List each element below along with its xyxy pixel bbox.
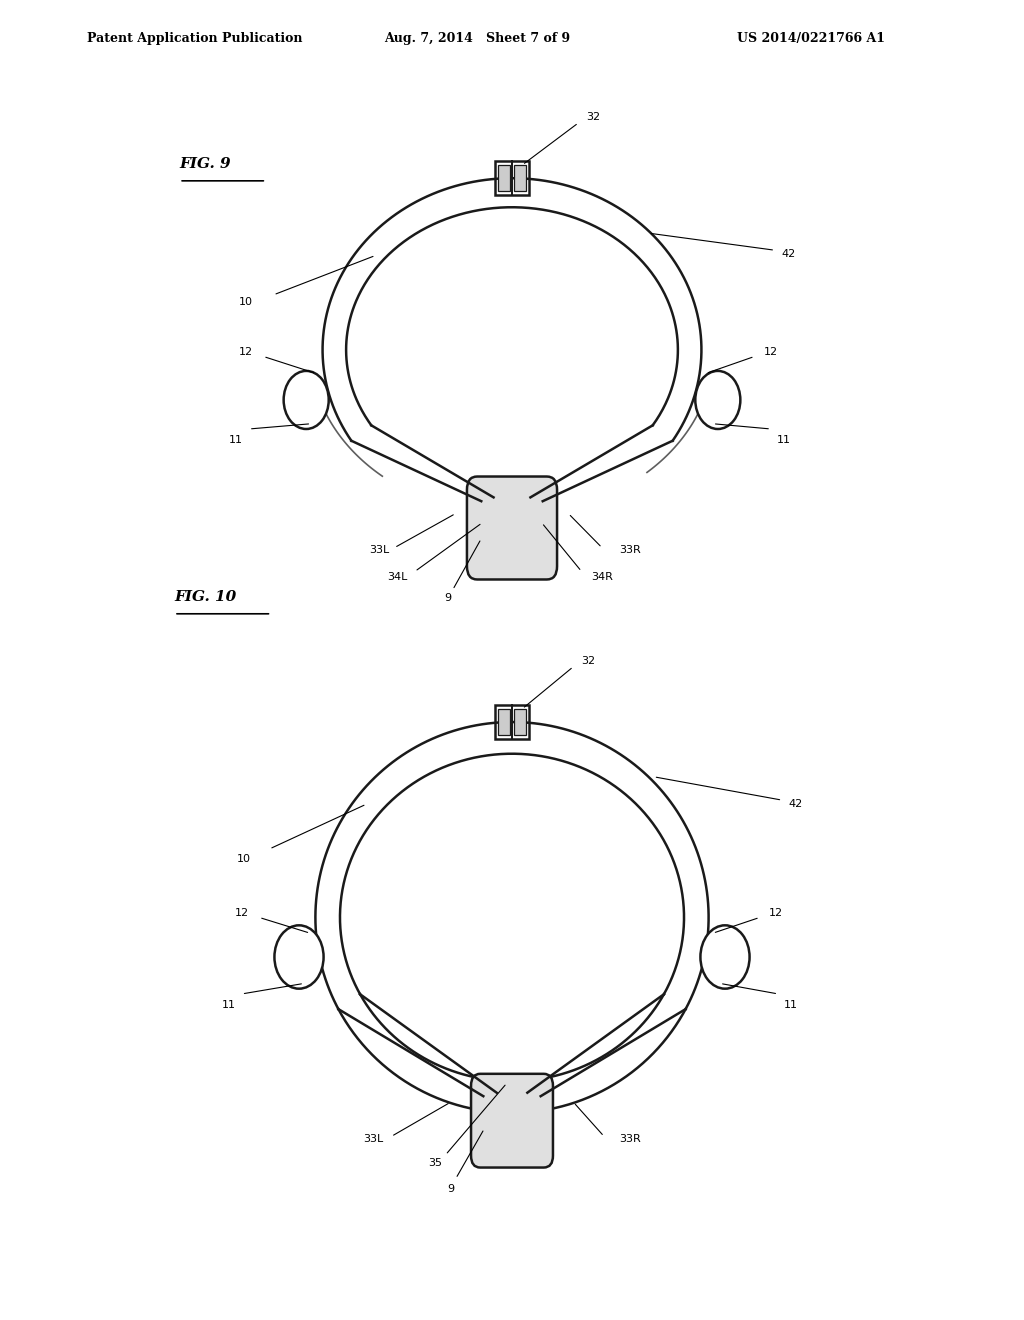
- Text: 32: 32: [582, 656, 596, 667]
- Text: 33L: 33L: [364, 1134, 384, 1144]
- Text: 9: 9: [444, 593, 451, 603]
- Text: 12: 12: [239, 347, 253, 358]
- Text: 33R: 33R: [618, 1134, 641, 1144]
- Text: 12: 12: [764, 347, 778, 358]
- Polygon shape: [498, 165, 510, 191]
- Text: FIG. 9: FIG. 9: [179, 157, 230, 170]
- Text: 10: 10: [237, 854, 251, 863]
- Text: 32: 32: [586, 112, 600, 123]
- Text: Aug. 7, 2014   Sheet 7 of 9: Aug. 7, 2014 Sheet 7 of 9: [384, 32, 570, 45]
- Text: US 2014/0221766 A1: US 2014/0221766 A1: [737, 32, 886, 45]
- Text: Patent Application Publication: Patent Application Publication: [87, 32, 302, 45]
- Text: 34R: 34R: [591, 572, 613, 582]
- Text: 10: 10: [239, 297, 253, 306]
- Text: FIG. 10: FIG. 10: [174, 590, 237, 603]
- Text: 9: 9: [447, 1184, 454, 1195]
- Polygon shape: [514, 709, 526, 735]
- Text: 34L: 34L: [387, 572, 408, 582]
- Text: 11: 11: [776, 434, 791, 445]
- Circle shape: [274, 925, 324, 989]
- Text: 11: 11: [221, 999, 236, 1010]
- Text: 33R: 33R: [618, 545, 641, 556]
- Circle shape: [700, 925, 750, 989]
- Text: 35: 35: [428, 1158, 442, 1168]
- Text: 11: 11: [228, 434, 243, 445]
- Circle shape: [284, 371, 329, 429]
- Text: 42: 42: [788, 799, 803, 809]
- Circle shape: [695, 371, 740, 429]
- FancyBboxPatch shape: [471, 1074, 553, 1167]
- FancyBboxPatch shape: [467, 477, 557, 579]
- Text: 11: 11: [783, 999, 798, 1010]
- Text: 12: 12: [234, 908, 249, 919]
- Polygon shape: [498, 709, 510, 735]
- Text: 33L: 33L: [369, 545, 389, 556]
- Polygon shape: [514, 165, 526, 191]
- Text: 12: 12: [769, 908, 783, 919]
- Text: 42: 42: [781, 248, 796, 259]
